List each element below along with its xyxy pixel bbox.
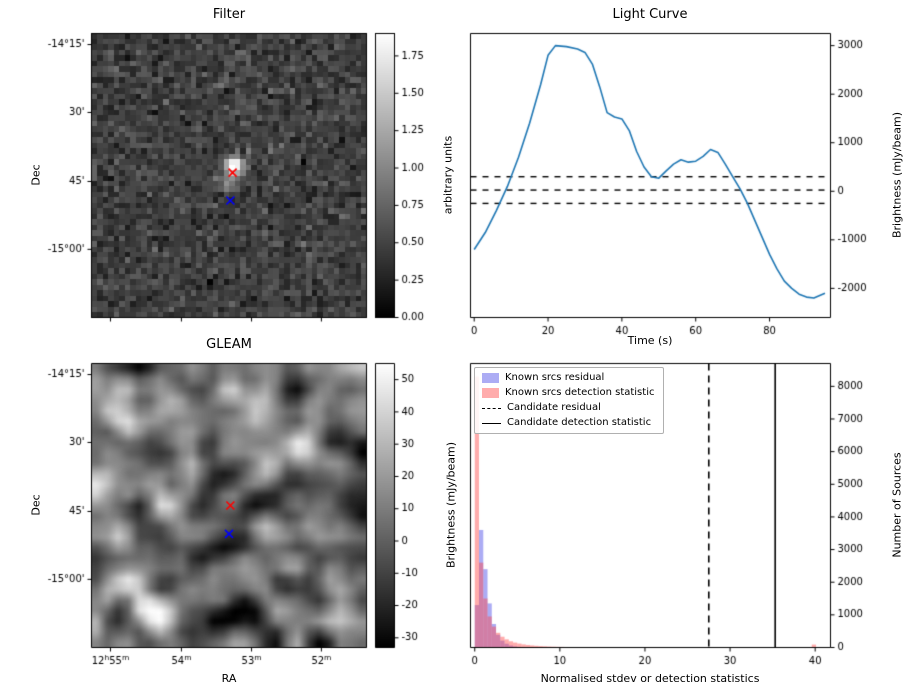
light-curve-xlabel: Time (s) xyxy=(627,334,673,347)
legend-swatch-candidate-detection xyxy=(482,422,501,424)
panel-filter xyxy=(91,33,366,317)
legend-label: Known srcs detection statistic xyxy=(505,387,655,398)
histogram-legend: Known srcs residual Known srcs detection… xyxy=(474,367,665,434)
histogram-ylabel: Number of Sources xyxy=(890,452,904,558)
legend-swatch-candidate-residual xyxy=(482,407,501,409)
light-curve-ylabel: Brightness (mJy/beam) xyxy=(890,111,904,239)
gleam-title: GLEAM xyxy=(206,337,252,352)
legend-swatch-known-srcs-residual xyxy=(482,373,499,383)
filter-colorbar-label: arbitrary units xyxy=(441,135,455,215)
legend-label: Candidate detection statistic xyxy=(507,417,652,428)
gleam-xlabel: RA xyxy=(221,672,237,685)
gleam-colorbar-label: Brightness (mJy/beam) xyxy=(444,441,458,569)
filter-ylabel: Dec xyxy=(29,164,43,186)
legend-item: Candidate residual xyxy=(482,402,654,414)
legend-swatch-known-srcs-detection xyxy=(482,388,499,398)
gleam-ylabel: Dec xyxy=(29,494,43,516)
filter-title: Filter xyxy=(212,7,246,22)
light-curve-title: Light Curve xyxy=(612,7,688,22)
legend-item: Candidate detection statistic xyxy=(482,417,654,429)
legend-label: Candidate residual xyxy=(507,402,601,413)
legend-item: Known srcs detection statistic xyxy=(482,387,654,399)
panel-light-curve xyxy=(470,33,830,317)
legend-item: Known srcs residual xyxy=(482,372,654,384)
legend-label: Known srcs residual xyxy=(505,372,605,383)
panel-gleam xyxy=(91,363,366,647)
histogram-xlabel: Normalised stdev or detection statistics xyxy=(540,672,760,685)
